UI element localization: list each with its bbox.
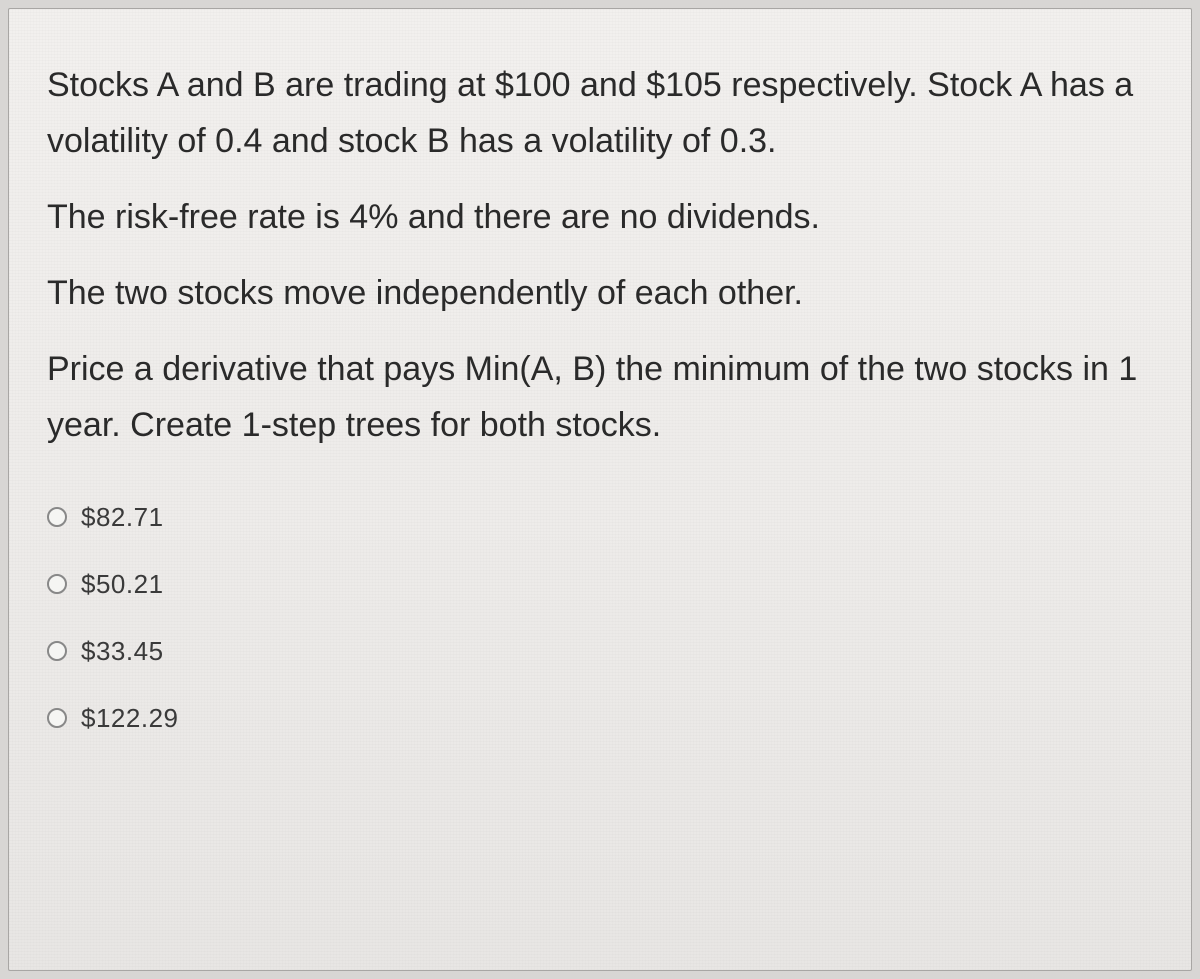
option-label: $33.45 <box>81 636 164 667</box>
question-paragraph: Stocks A and B are trading at $100 and $… <box>47 57 1153 169</box>
question-card: Stocks A and B are trading at $100 and $… <box>8 8 1192 971</box>
radio-icon <box>47 574 67 594</box>
question-paragraph: The two stocks move independently of eac… <box>47 265 1153 321</box>
question-paragraph: The risk-free rate is 4% and there are n… <box>47 189 1153 245</box>
question-text: Stocks A and B are trading at $100 and $… <box>47 57 1153 454</box>
option-3[interactable]: $122.29 <box>47 703 1153 734</box>
option-label: $50.21 <box>81 569 164 600</box>
option-label: $82.71 <box>81 502 164 533</box>
radio-icon <box>47 708 67 728</box>
radio-icon <box>47 641 67 661</box>
option-0[interactable]: $82.71 <box>47 502 1153 533</box>
question-paragraph: Price a derivative that pays Min(A, B) t… <box>47 341 1153 453</box>
option-2[interactable]: $33.45 <box>47 636 1153 667</box>
option-1[interactable]: $50.21 <box>47 569 1153 600</box>
radio-icon <box>47 507 67 527</box>
option-label: $122.29 <box>81 703 178 734</box>
options-group: $82.71 $50.21 $33.45 $122.29 <box>47 502 1153 734</box>
